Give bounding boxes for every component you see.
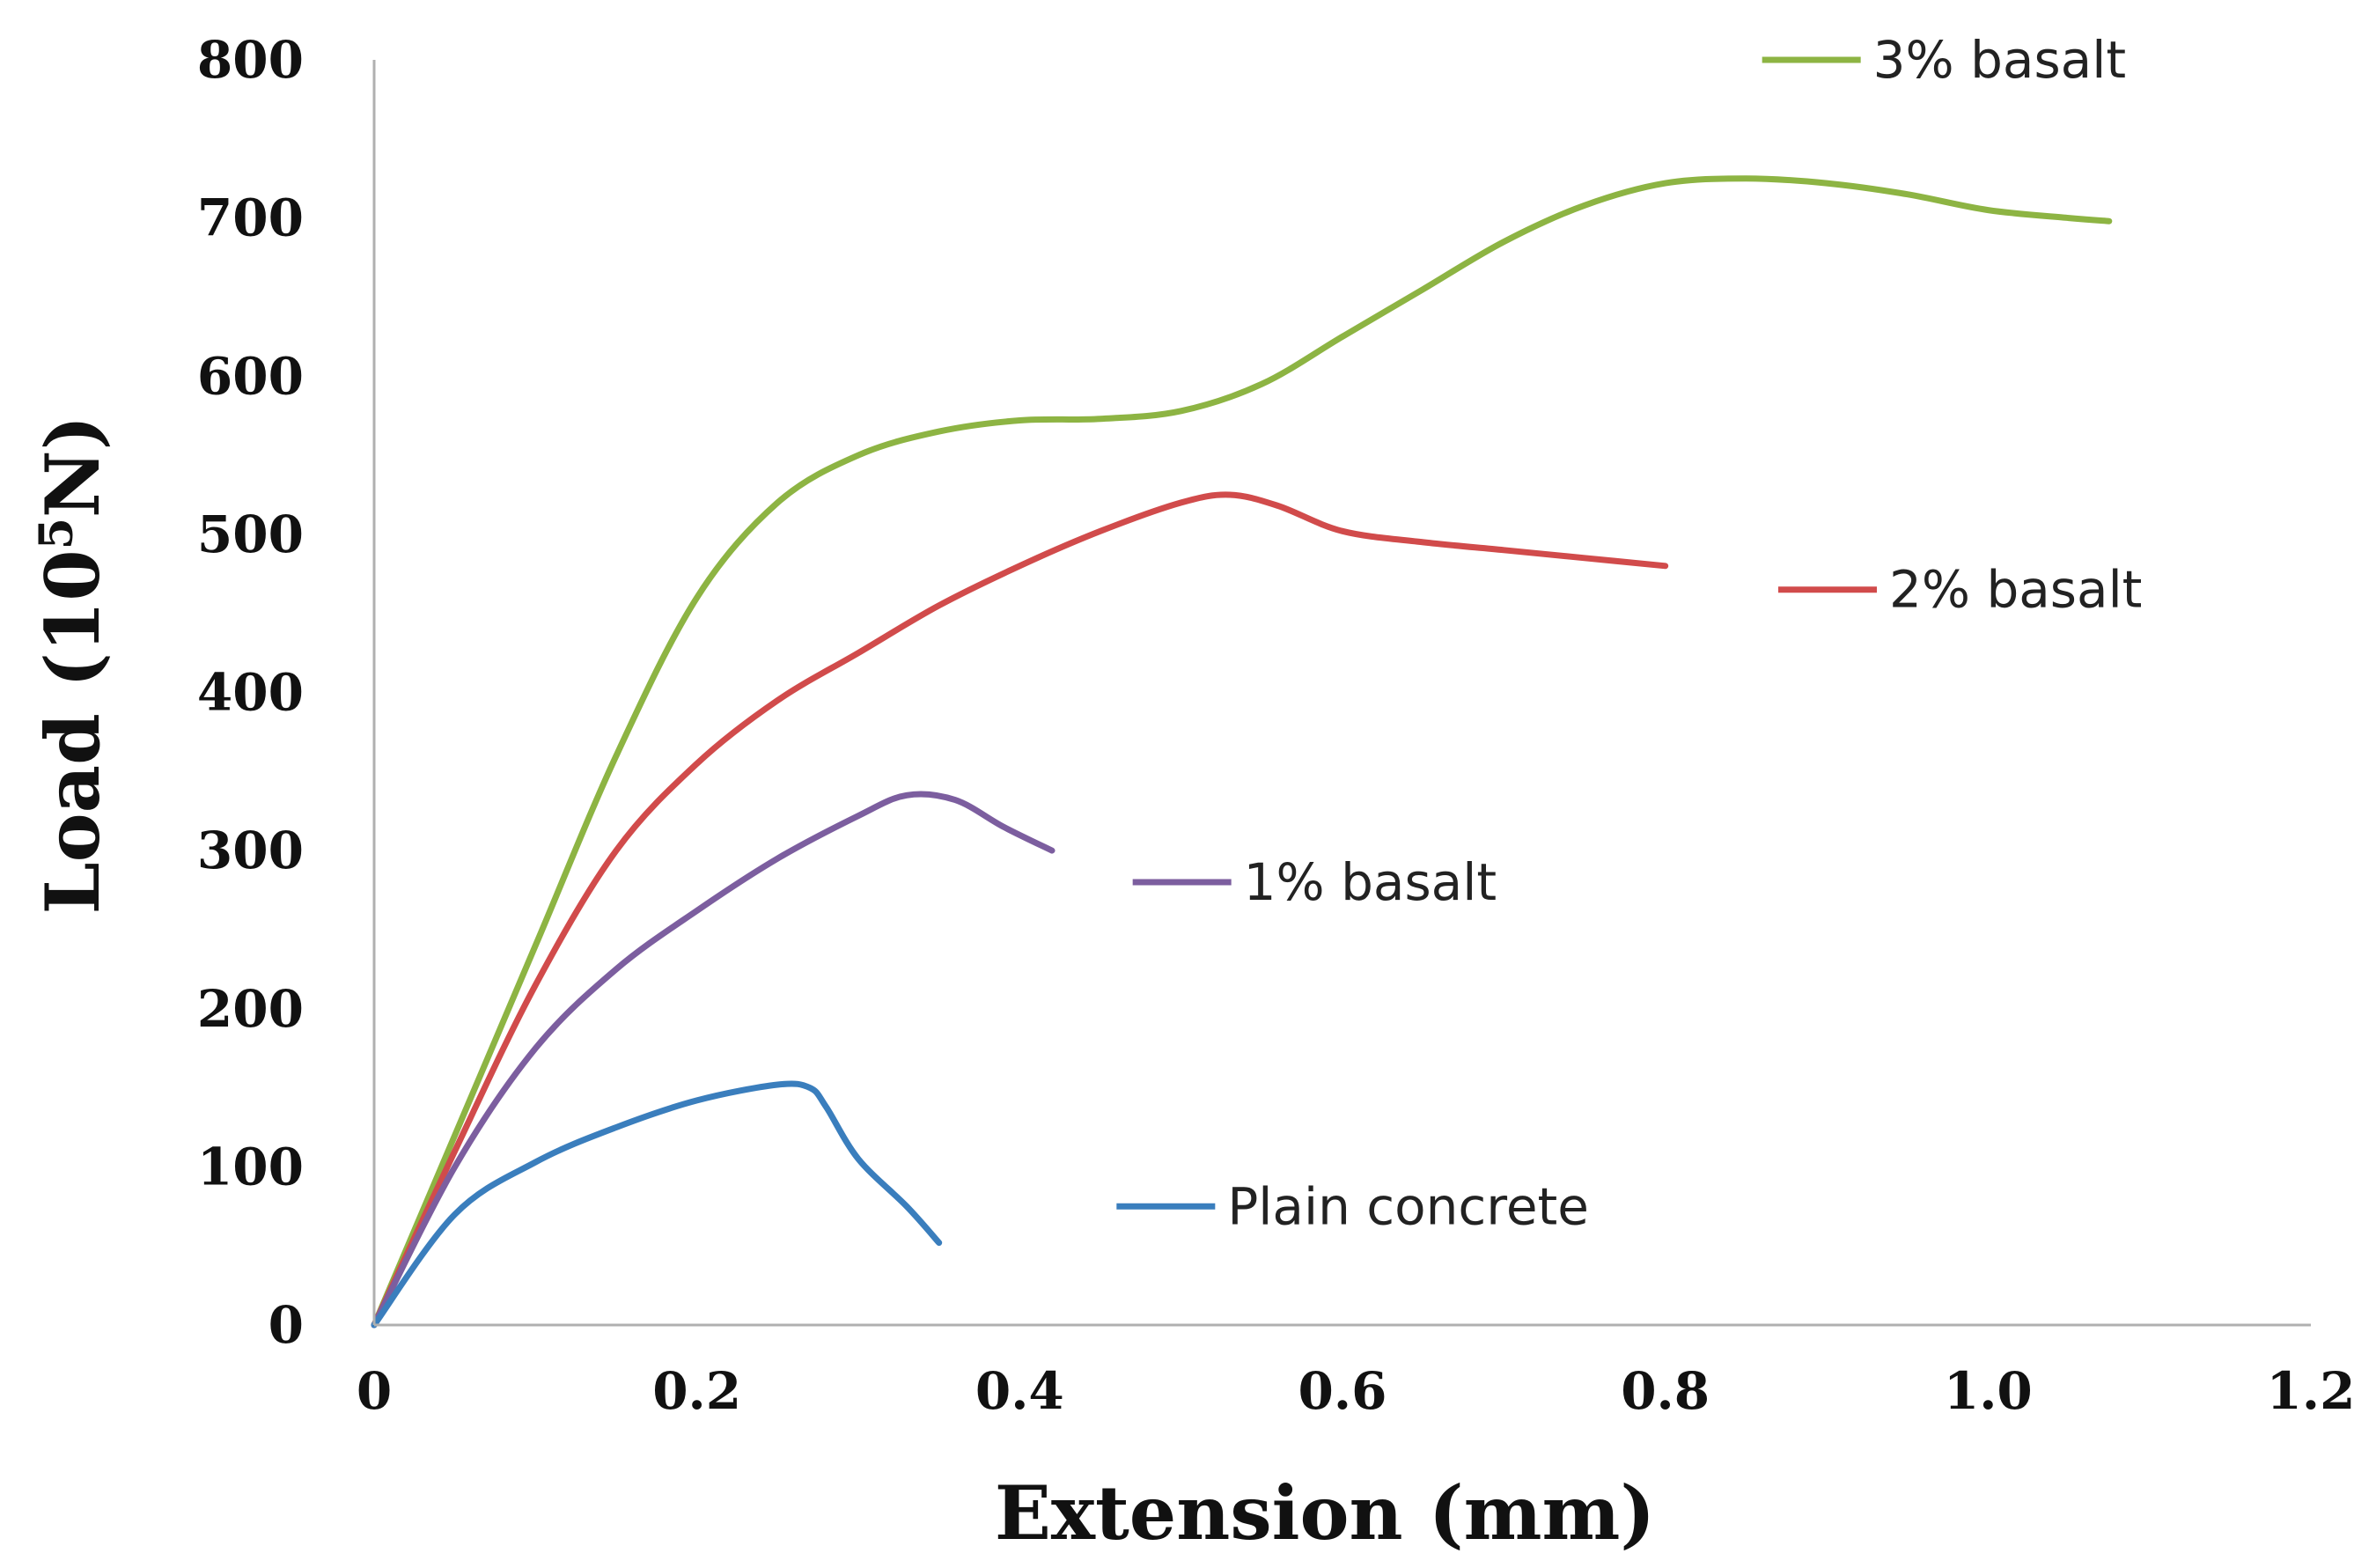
series-line-2-basalt	[371, 491, 1669, 1329]
legend-label-plain-concrete: Plain concrete	[1227, 1176, 1589, 1236]
series-line-plain-concrete	[371, 1080, 943, 1329]
y-tick-label: 700	[197, 188, 304, 248]
y-tick-label: 0	[268, 1295, 304, 1355]
series-line-3-basalt	[371, 175, 2113, 1329]
x-axis-title: Extension (mm)	[995, 1469, 1655, 1557]
y-tick-label: 800	[197, 30, 304, 90]
x-tick-label: 0.4	[975, 1361, 1064, 1421]
legend-label-2-basalt: 2% basalt	[1889, 560, 2142, 620]
y-tick-label: 300	[197, 821, 304, 880]
series-line-1-basalt	[371, 791, 1056, 1329]
x-tick-label: 0.8	[1621, 1361, 1710, 1421]
plot-lines	[371, 175, 2113, 1329]
x-tick-label: 0.2	[652, 1361, 741, 1421]
y-tick-label: 200	[197, 979, 304, 1039]
legend-label-3-basalt: 3% basalt	[1873, 30, 2126, 90]
y-axis-title-suffix: N)	[29, 416, 116, 519]
legend-label-1-basalt: 1% basalt	[1244, 852, 1497, 912]
y-tick-label: 600	[197, 346, 304, 406]
y-axis-title-exponent: 5	[30, 518, 84, 549]
x-tick-label: 1.0	[1944, 1361, 2033, 1421]
y-tick-label: 100	[197, 1137, 304, 1196]
x-tick-label: 0	[357, 1361, 392, 1421]
x-tick-label: 0.6	[1298, 1361, 1387, 1421]
y-axis-title-prefix: Load (10	[29, 549, 116, 914]
legend: 3% basalt 2% basalt 1% basalt Plain concret…	[1116, 30, 2142, 1236]
y-axis: 0 100 200 300 400 500 600 700 800	[197, 30, 376, 1355]
y-tick-label: 500	[197, 504, 304, 564]
x-tick-label: 1.2	[2267, 1361, 2356, 1421]
y-axis-title: Load (105N)	[29, 416, 116, 915]
x-axis: 0 0.2 0.4 0.6 0.8 1.0 1.2	[357, 1323, 2356, 1421]
y-tick-label: 400	[197, 663, 304, 723]
